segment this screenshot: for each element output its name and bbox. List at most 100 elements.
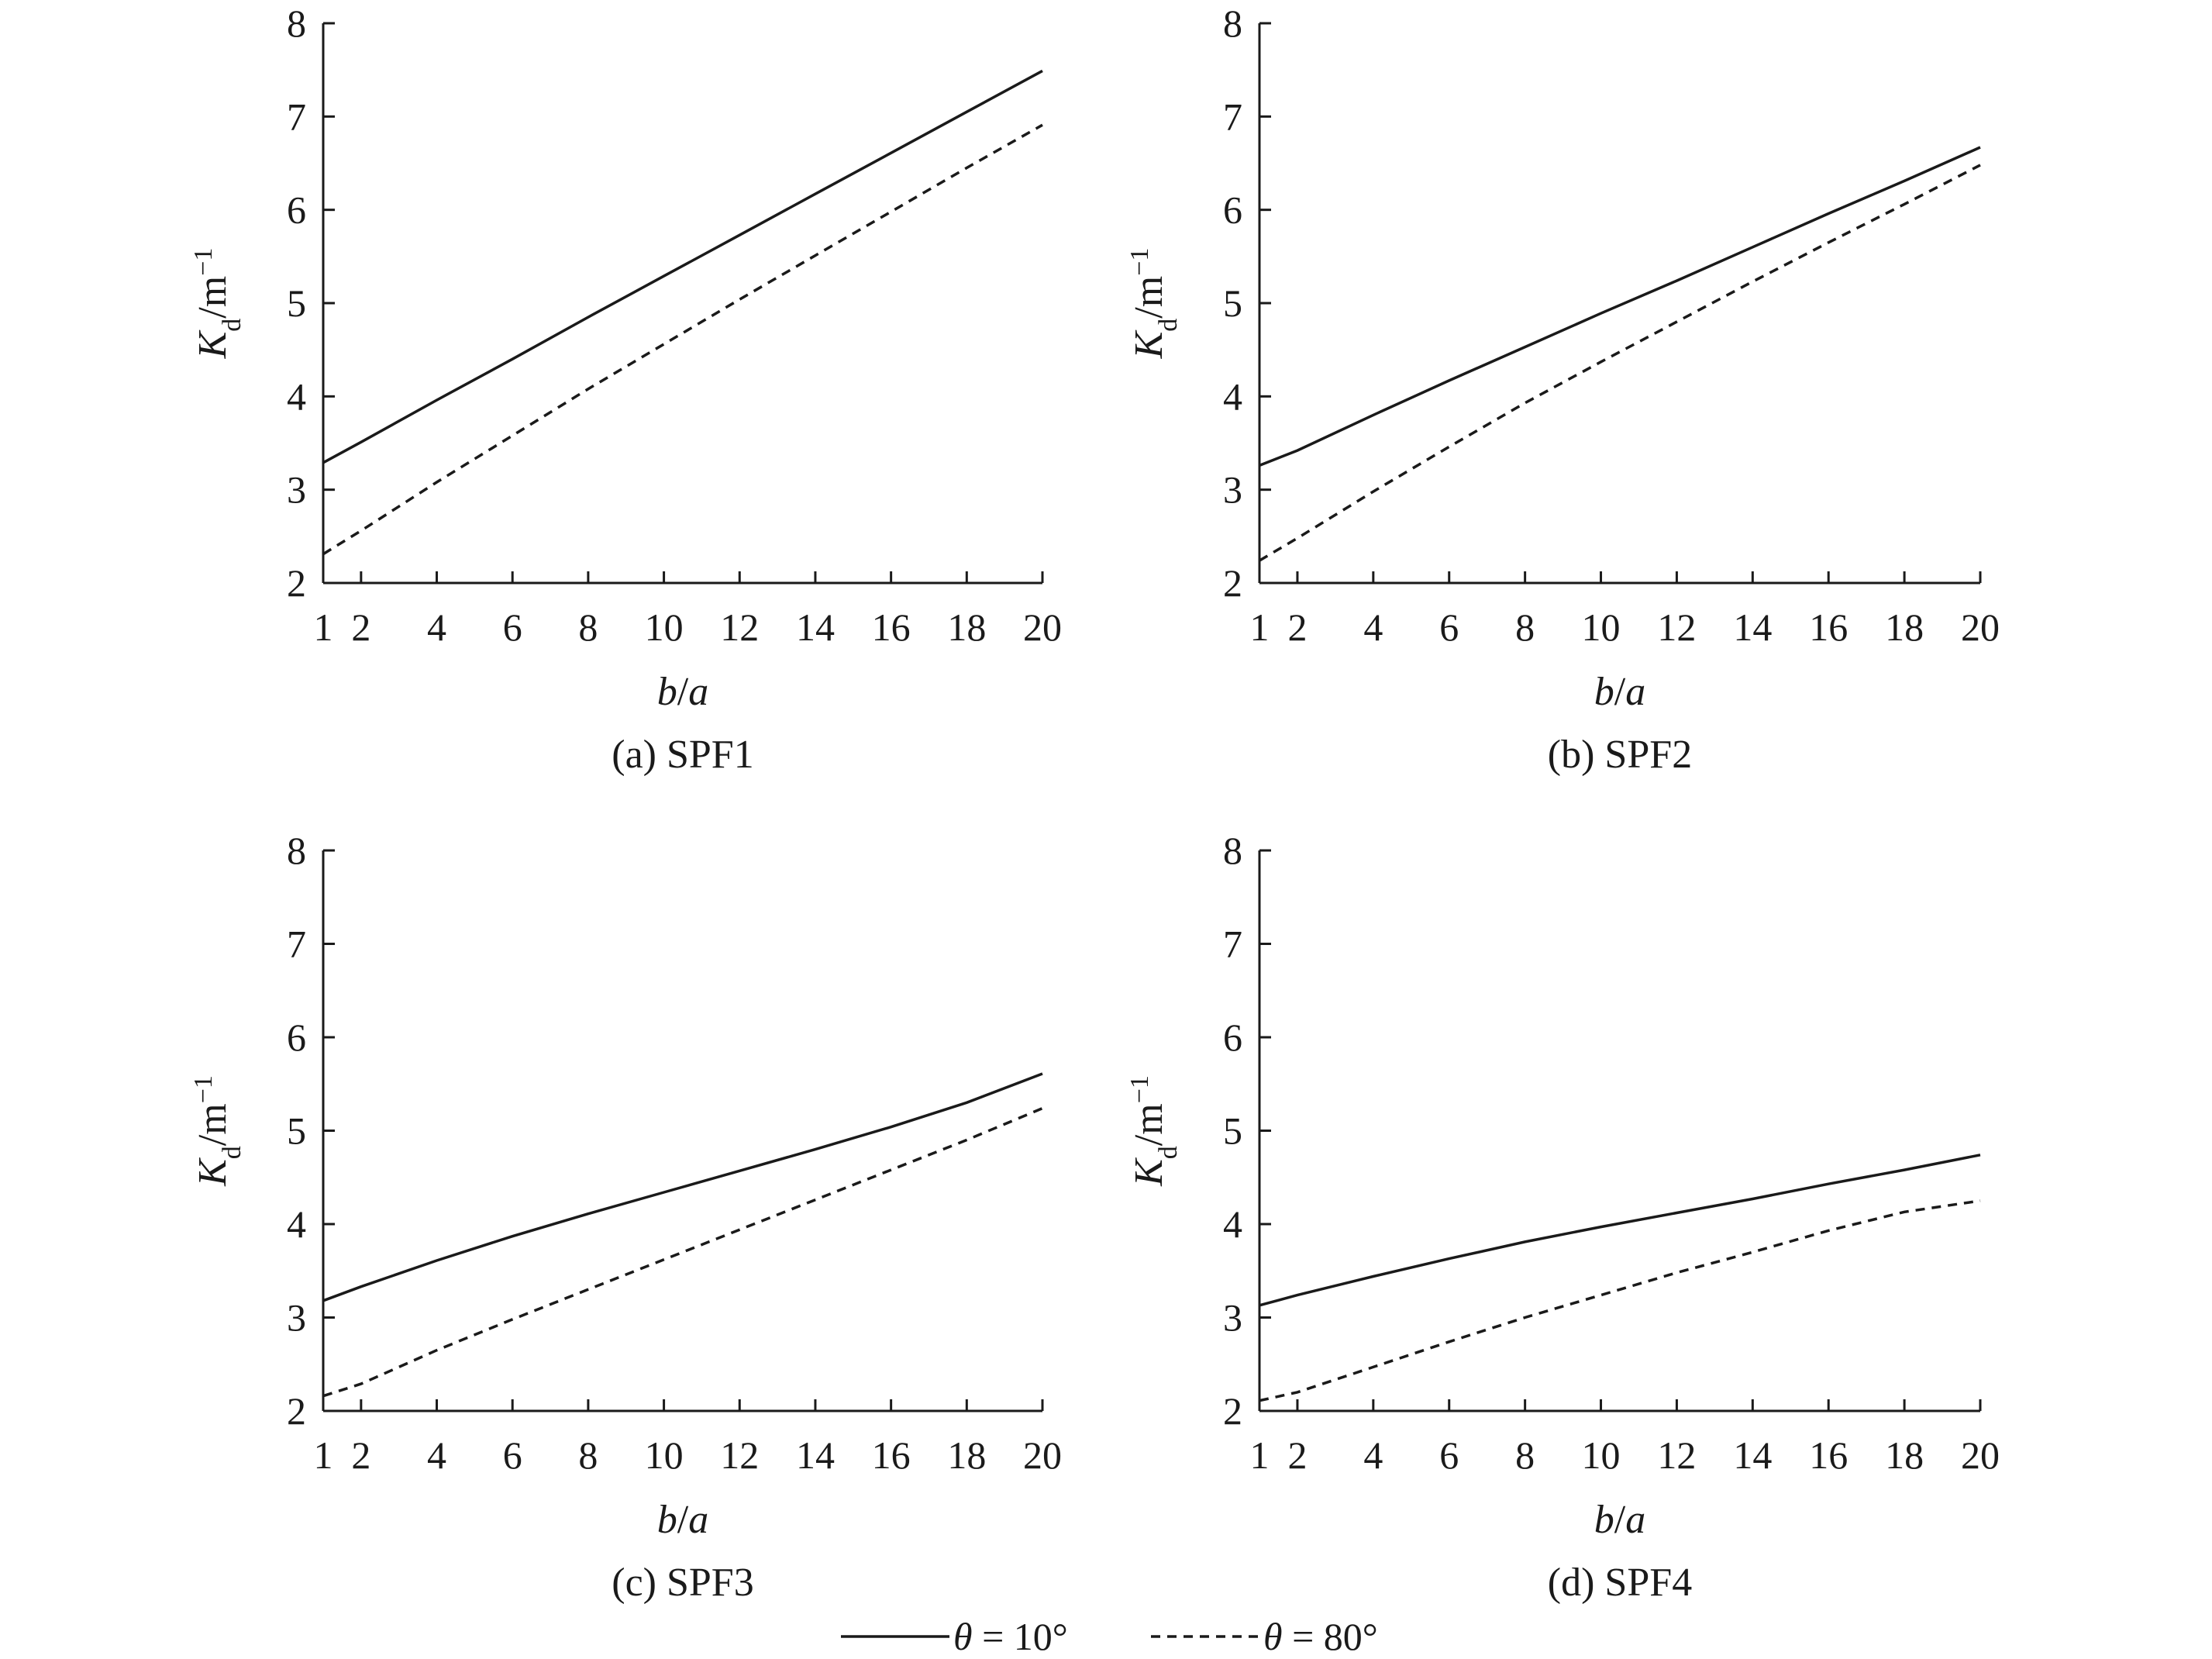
x-axis-title: b/a [657,670,708,714]
x-tick-label: 8 [578,605,598,649]
y-tick-label: 6 [287,1016,306,1059]
x-tick-label: 4 [427,605,446,649]
legend-label-theta-80: θ = 80° [1263,1615,1378,1658]
x-tick-label: 16 [1809,1433,1848,1477]
x-tick-label: 4 [1363,1433,1383,1477]
x-tick-label: 18 [1885,605,1924,649]
series-line-theta-10 [322,69,1043,464]
y-tick-label: 8 [287,2,306,45]
series-line-theta-80 [1259,1199,1981,1402]
panel-caption: (c) SPF3 [612,1561,753,1605]
x-tick-label: 16 [1809,605,1848,649]
y-axis-title: Kd/m−1 [1125,248,1183,360]
y-tick-label: 6 [1223,1016,1242,1059]
legend-label-theta-10: θ = 10° [953,1615,1068,1658]
y-tick-label: 5 [1223,1109,1242,1153]
x-tick-label: 1 [314,1433,333,1477]
x-tick-label: 8 [578,1433,598,1477]
y-tick-label: 7 [287,923,306,966]
legend: θ = 10° θ = 80° [841,1615,1378,1658]
x-tick-label: 2 [351,605,370,649]
y-tick-label: 3 [287,1296,306,1340]
x-tick-label: 16 [872,605,911,649]
x-tick-label: 4 [1363,605,1383,649]
y-tick-label: 6 [1223,188,1242,232]
y-tick-label: 4 [1223,374,1242,418]
y-tick-label: 4 [287,374,306,418]
series-line-theta-10 [1259,1154,1981,1307]
y-tick-label: 6 [287,188,306,232]
y-tick-label: 7 [287,95,306,138]
y-tick-label: 2 [1223,1389,1242,1433]
x-tick-label: 1 [1250,1433,1270,1477]
y-tick-label: 3 [1223,468,1242,512]
x-axis-title: b/a [1594,1498,1645,1542]
y-tick-label: 5 [287,281,306,325]
y-tick-label: 4 [287,1202,306,1246]
x-tick-label: 1 [1250,605,1270,649]
x-tick-label: 14 [1733,605,1772,649]
series-line-theta-80 [322,1106,1043,1398]
y-tick-label: 3 [1223,1296,1242,1340]
x-tick-label: 2 [351,1433,370,1477]
y-tick-label: 8 [1223,2,1242,45]
y-axis-title: Kd/m−1 [189,248,246,360]
panel-spf3: 2 3 4 5 6 7 8 1 2 4 6 8 10 12 14 16 18 20 b/a Kd/m−1 (c) SPF… [189,829,1063,1605]
y-tick-label: 5 [1223,281,1242,325]
x-tick-label: 8 [1515,605,1535,649]
x-tick-label: 18 [947,1433,986,1477]
x-tick-label: 16 [872,1433,911,1477]
x-tick-label: 1 [314,605,333,649]
x-tick-label: 12 [1657,1433,1696,1477]
x-tick-label: 14 [796,1433,835,1477]
x-tick-label: 20 [1961,1433,2000,1477]
x-axis-title: b/a [1594,670,1645,714]
panel-caption: (a) SPF1 [612,733,753,777]
y-tick-label: 7 [1223,95,1242,138]
x-tick-label: 6 [503,1433,522,1477]
panel-caption: (d) SPF4 [1548,1561,1692,1605]
y-axis-title: Kd/m−1 [189,1075,246,1187]
x-tick-label: 6 [503,605,522,649]
y-tick-label: 4 [1223,1202,1242,1246]
x-tick-label: 10 [1582,1433,1621,1477]
x-tick-label: 20 [1023,1433,1062,1477]
y-tick-label: 7 [1223,923,1242,966]
x-tick-label: 8 [1515,1433,1535,1477]
y-tick-label: 3 [287,468,306,512]
y-tick-label: 2 [287,561,306,605]
y-axis-title: Kd/m−1 [1125,1075,1183,1187]
series-line-theta-80 [322,123,1043,556]
panel-caption: (b) SPF2 [1548,733,1692,777]
x-tick-label: 6 [1439,1433,1459,1477]
x-tick-label: 2 [1287,1433,1307,1477]
series-line-theta-80 [1259,164,1981,562]
x-tick-label: 20 [1961,605,2000,649]
x-tick-label: 18 [947,605,986,649]
x-tick-label: 14 [796,605,835,649]
x-tick-label: 12 [720,1433,759,1477]
x-tick-label: 4 [427,1433,446,1477]
x-tick-label: 10 [1582,605,1621,649]
x-tick-label: 14 [1733,1433,1772,1477]
x-tick-label: 18 [1885,1433,1924,1477]
y-tick-label: 5 [287,1109,306,1153]
x-axis-title: b/a [657,1498,708,1542]
y-tick-label: 8 [1223,829,1242,872]
x-tick-label: 2 [1287,605,1307,649]
x-tick-label: 6 [1439,605,1459,649]
panel-spf1: 2 3 4 5 6 7 8 1 2 4 6 8 10 12 14 16 18 20 b/a Kd/m−1 (a) SPF… [189,2,1063,777]
y-tick-label: 2 [1223,561,1242,605]
series-line-theta-10 [322,1072,1043,1302]
x-tick-label: 12 [720,605,759,649]
series-line-theta-10 [1259,146,1981,467]
panel-spf4: 2 3 4 5 6 7 8 1 2 4 6 8 10 12 14 16 18 20 b/a Kd/m−1 (d) SPF… [1125,829,2000,1605]
x-tick-label: 20 [1023,605,1062,649]
panel-spf2: 2 3 4 5 6 7 8 1 2 4 6 8 10 12 14 16 18 20 b/a Kd/m−1 (b) SPF… [1125,2,2000,777]
y-tick-label: 8 [287,829,306,872]
x-tick-label: 10 [645,1433,684,1477]
y-tick-label: 2 [287,1389,306,1433]
x-tick-label: 12 [1657,605,1696,649]
x-tick-label: 10 [645,605,684,649]
